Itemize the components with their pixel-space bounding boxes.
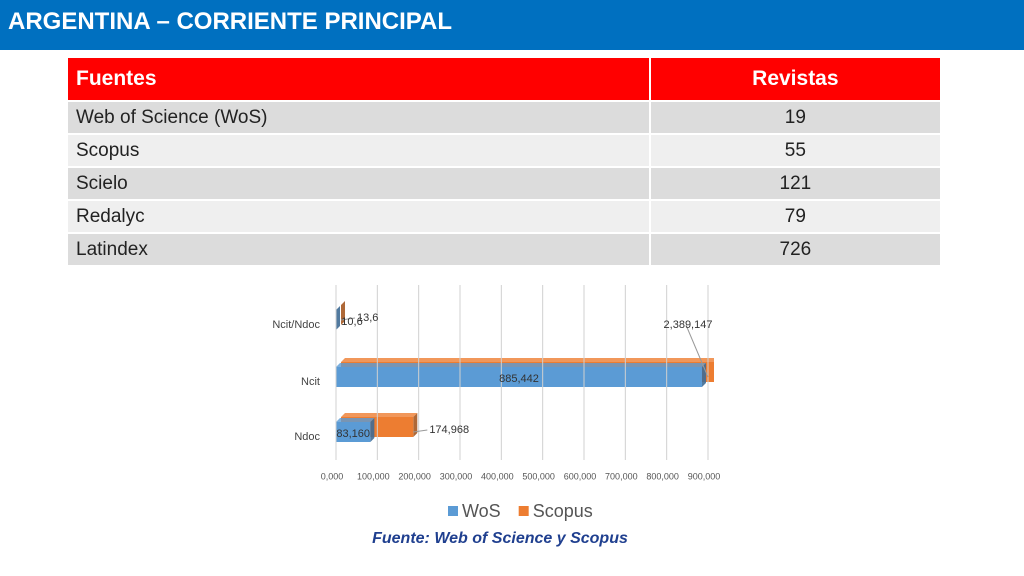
- x-tick-label: 300,000: [440, 471, 473, 481]
- x-tick-label: 700,000: [605, 471, 638, 481]
- legend-label: Scopus: [533, 501, 593, 521]
- data-label: 174,968: [429, 424, 469, 436]
- bar: [336, 306, 341, 330]
- x-tick-label: 500,000: [522, 471, 555, 481]
- bar-top: [341, 301, 346, 305]
- data-label: 13,6: [357, 312, 378, 324]
- table-cell: 19: [649, 100, 943, 134]
- x-tick-label: 100,000: [357, 471, 390, 481]
- y-tick-label: Ncit: [301, 376, 320, 388]
- table-row: Web of Science (WoS) 19: [68, 100, 943, 134]
- y-tick-label: Ncit/Ndoc: [272, 319, 320, 331]
- table-cell: Redalyc: [68, 199, 651, 233]
- legend-label: WoS: [462, 501, 501, 521]
- table-cell: Scopus: [68, 133, 651, 167]
- table-cell: 121: [649, 166, 943, 200]
- bar-side: [336, 306, 341, 330]
- bar: [341, 301, 346, 325]
- bar-top: [341, 358, 714, 362]
- source-note: Fuente: Web of Science y Scopus: [372, 530, 628, 547]
- bar-face: [336, 422, 371, 442]
- x-tick-label: 800,000: [646, 471, 679, 481]
- leader-line: [685, 324, 709, 378]
- bar: [336, 363, 706, 387]
- header-bar: ARGENTINA – CORRIENTE PRINCIPAL: [0, 0, 1024, 50]
- leader-line: [340, 317, 356, 321]
- y-tick-label: Ndoc: [294, 431, 320, 443]
- data-label: 10,6: [341, 316, 362, 328]
- header-row: Fuentes Revistas: [68, 58, 943, 101]
- leader-line: [413, 429, 428, 433]
- slide-title: ARGENTINA – CORRIENTE PRINCIPAL: [8, 8, 453, 35]
- bar-side: [341, 301, 346, 325]
- table-cell: 726: [649, 232, 943, 265]
- data-label: 885,442: [499, 373, 539, 385]
- bar-face: [336, 367, 702, 387]
- x-tick-label: 200,000: [398, 471, 431, 481]
- x-tick-label: 400,000: [481, 471, 514, 481]
- data-label: 2,389,147: [664, 319, 713, 331]
- table-cell: 55: [649, 133, 943, 167]
- x-tick-label: 0,000: [321, 471, 344, 481]
- column-header: Revistas: [649, 58, 943, 101]
- plot-area: [336, 301, 714, 442]
- bar-side: [413, 413, 418, 437]
- table-cell: Web of Science (WoS): [68, 100, 651, 134]
- legend-swatch: [448, 506, 458, 516]
- table-row: Redalyc 79: [68, 199, 943, 233]
- x-tick-label: 900,000: [688, 471, 721, 481]
- legend-swatch: [518, 506, 529, 516]
- table-cell: 79: [649, 199, 943, 233]
- table-row: Scopus 55: [68, 133, 943, 167]
- bar-top: [336, 363, 706, 367]
- x-tick-label: 600,000: [564, 471, 597, 481]
- table-row: Latindex 726: [68, 232, 943, 265]
- column-header: Fuentes: [68, 58, 651, 101]
- data-label: 83,160: [336, 428, 370, 440]
- table-cell: Latindex: [68, 232, 651, 265]
- table-row: Scielo 121: [68, 166, 943, 200]
- bar-side: [370, 418, 375, 442]
- bar-top: [336, 306, 341, 310]
- bar-top: [341, 413, 418, 417]
- table-cell: Scielo: [68, 166, 651, 200]
- bar: [336, 418, 375, 442]
- table: Fuentes Revistas Web of Science (WoS) 19 Sco…: [68, 58, 943, 265]
- bar-top: [336, 418, 375, 422]
